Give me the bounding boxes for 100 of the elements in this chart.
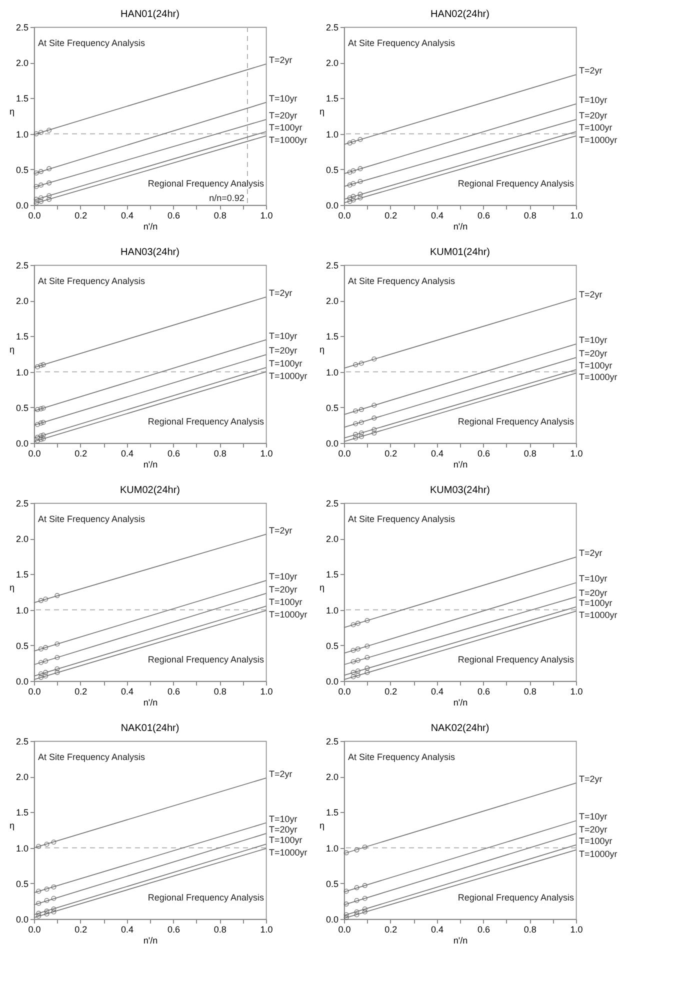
series-label: T=20yr — [579, 588, 608, 598]
x-tick-label: 0.0 — [338, 686, 351, 696]
y-tick-label: 1.5 — [16, 570, 28, 580]
x-tick-label: 0.4 — [431, 210, 444, 220]
y-axis-title: η — [319, 344, 324, 354]
series-label: T=2yr — [579, 66, 602, 76]
y-tick-label: 2.5 — [326, 498, 338, 508]
x-tick-label: 0.2 — [74, 924, 88, 934]
x-tick-label: 0.4 — [121, 448, 134, 458]
series-label: T=1000yr — [269, 370, 308, 381]
y-tick-label: 0.5 — [16, 164, 28, 175]
x-tick-label: 0.4 — [121, 210, 134, 220]
chart-title: KUM02(24hr) — [120, 485, 180, 496]
y-tick-label: 2.0 — [16, 296, 28, 306]
x-axis-title: n'/n — [453, 460, 468, 470]
series-label: T=100yr — [579, 360, 612, 371]
y-axis-title: η — [319, 106, 324, 116]
x-tick-label: 0.2 — [74, 448, 88, 458]
series-label: T=1000yr — [269, 610, 308, 620]
series-label: T=2yr — [269, 769, 292, 780]
annotation: Regional Frequency Analysis — [148, 892, 264, 903]
y-tick-label: 1.5 — [326, 94, 338, 104]
annotation: At Site Frequency Analysis — [38, 38, 146, 48]
annotation: Regional Frequency Analysis — [148, 654, 264, 665]
series-label: T=10yr — [579, 812, 608, 822]
series-label: T=2yr — [269, 55, 292, 66]
series-label: T=100yr — [579, 598, 612, 608]
y-tick-label: 0.5 — [16, 402, 28, 413]
annotation: Regional Frequency Analysis — [458, 654, 574, 665]
annotation: At Site Frequency Analysis — [348, 38, 456, 48]
x-tick-label: 0.6 — [167, 210, 180, 220]
x-tick-label: 0.6 — [477, 924, 490, 934]
y-tick-label: 0.5 — [326, 402, 338, 413]
y-axis-title: η — [9, 582, 14, 592]
annotation: At Site Frequency Analysis — [38, 514, 146, 524]
y-tick-label: 1.0 — [16, 605, 28, 616]
chart-title: NAK02(24hr) — [430, 723, 490, 734]
y-axis-title: η — [9, 344, 14, 354]
x-axis-title: n'/n — [143, 936, 158, 946]
x-tick-label: 0.4 — [431, 448, 444, 458]
x-tick-label: 1.0 — [570, 924, 583, 934]
y-tick-label: 2.0 — [326, 58, 338, 68]
x-tick-label: 0.8 — [524, 686, 536, 696]
y-tick-label: 0.5 — [16, 640, 28, 651]
series-label: T=10yr — [269, 814, 298, 824]
y-tick-label: 2.5 — [16, 736, 28, 746]
series-label: T=10yr — [579, 335, 608, 346]
ref-line-label: n/n=0.92 — [209, 193, 244, 203]
series-label: T=20yr — [269, 110, 298, 121]
x-tick-label: 0.6 — [167, 686, 180, 696]
y-tick-label: 1.0 — [326, 367, 338, 378]
annotation: Regional Frequency Analysis — [458, 892, 574, 903]
x-tick-label: 0.2 — [384, 210, 398, 220]
y-tick-label: 1.5 — [326, 808, 338, 818]
annotation: At Site Frequency Analysis — [348, 752, 456, 762]
y-tick-label: 2.0 — [326, 534, 338, 544]
chart-title: NAK01(24hr) — [120, 723, 180, 734]
x-axis-title: n'/n — [143, 460, 158, 470]
x-tick-label: 0.2 — [384, 924, 398, 934]
y-tick-label: 2.0 — [326, 772, 338, 782]
y-tick-label: 1.0 — [16, 129, 28, 140]
x-tick-label: 0.8 — [214, 210, 226, 220]
x-tick-label: 0.0 — [338, 210, 351, 220]
annotation: Regional Frequency Analysis — [458, 178, 574, 189]
series-label: T=10yr — [579, 94, 608, 105]
y-tick-label: 0.0 — [326, 200, 338, 210]
x-tick-label: 0.8 — [524, 448, 536, 458]
y-tick-label: 0.0 — [326, 914, 338, 924]
x-tick-label: 1.0 — [260, 210, 273, 220]
x-tick-label: 0.4 — [431, 924, 444, 934]
series-label: T=10yr — [269, 330, 298, 341]
x-axis-title: n'/n — [143, 222, 158, 232]
x-tick-label: 0.6 — [477, 448, 490, 458]
x-tick-label: 0.0 — [28, 686, 41, 696]
y-tick-label: 0.0 — [326, 676, 338, 686]
x-tick-label: 0.8 — [214, 686, 226, 696]
annotation: Regional Frequency Analysis — [148, 416, 264, 427]
x-tick-label: 0.0 — [28, 924, 41, 934]
y-tick-label: 1.5 — [16, 808, 28, 818]
annotation: At Site Frequency Analysis — [38, 752, 146, 762]
y-tick-label: 1.0 — [326, 605, 338, 616]
series-label: T=1000yr — [269, 134, 308, 145]
x-tick-label: 0.0 — [338, 448, 351, 458]
y-tick-label: 0.0 — [326, 438, 338, 448]
x-tick-label: 0.0 — [338, 924, 351, 934]
y-tick-label: 2.5 — [326, 22, 338, 32]
series-label: T=20yr — [579, 824, 608, 835]
x-tick-label: 0.8 — [214, 448, 226, 458]
series-label: T=100yr — [269, 597, 302, 608]
x-tick-label: 0.0 — [28, 210, 41, 220]
x-tick-label: 0.2 — [384, 448, 398, 458]
x-axis-title: n'/n — [453, 936, 468, 946]
series-label: T=20yr — [269, 584, 298, 594]
x-tick-label: 1.0 — [570, 448, 583, 458]
series-label: T=20yr — [579, 348, 608, 359]
series-label: T=1000yr — [579, 848, 618, 859]
y-tick-label: 1.5 — [326, 332, 338, 342]
series-label: T=10yr — [579, 574, 608, 584]
series-label: T=1000yr — [579, 134, 618, 145]
chart-title: HAN03(24hr) — [120, 247, 180, 258]
